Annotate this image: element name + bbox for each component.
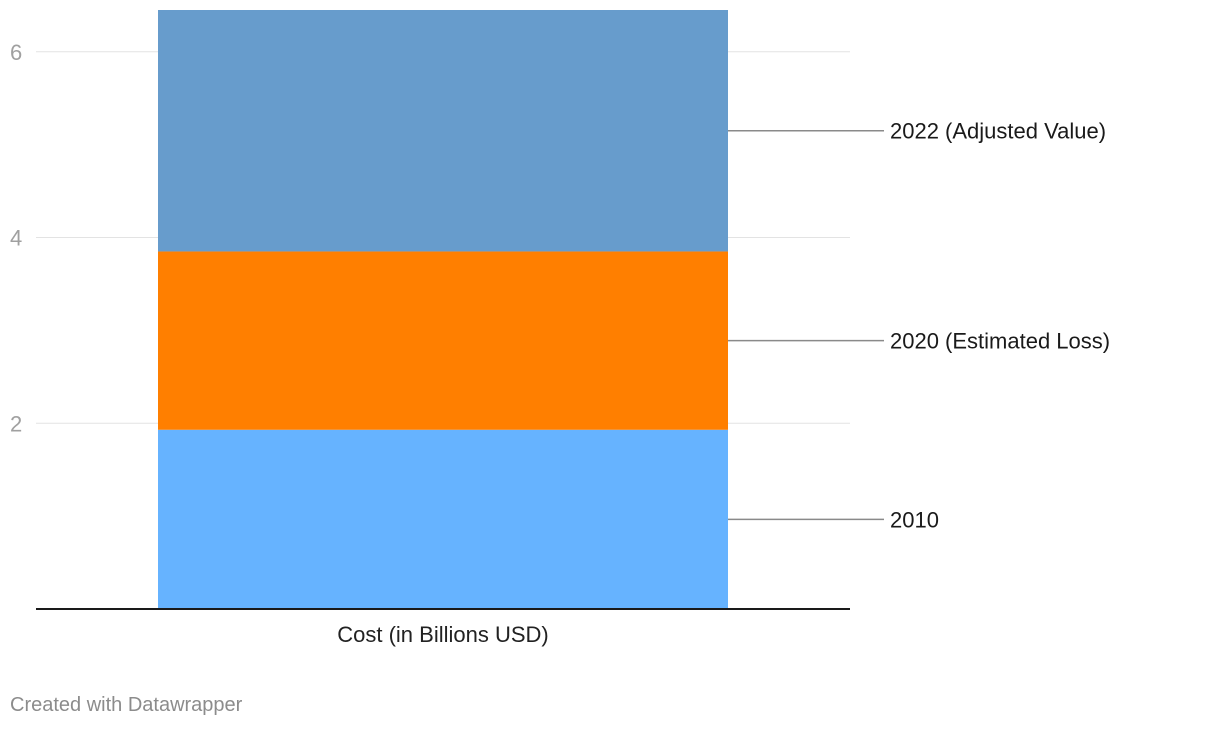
axes: Cost (in Billions USD) (36, 608, 850, 647)
bar-segment-2 (158, 251, 728, 430)
series-labels: 2010 2020 (Estimated Loss) 2022 (Adjusted … (728, 119, 1110, 532)
credit-footer: Created with Datawrapper (10, 694, 243, 716)
y-tick-label-2: 2 (10, 411, 22, 436)
bar-segment-1 (158, 429, 728, 609)
series-label-2: 2020 (Estimated Loss) (890, 329, 1110, 354)
series-label-1: 2010 (890, 507, 939, 532)
bar-segments (158, 10, 728, 609)
y-tick-label-4: 4 (10, 226, 22, 251)
series-label-3: 2022 (Adjusted Value) (890, 119, 1106, 144)
bar-segment-3 (158, 10, 728, 252)
y-tick-label-6: 6 (10, 40, 22, 65)
category-label: Cost (in Billions USD) (337, 622, 549, 647)
